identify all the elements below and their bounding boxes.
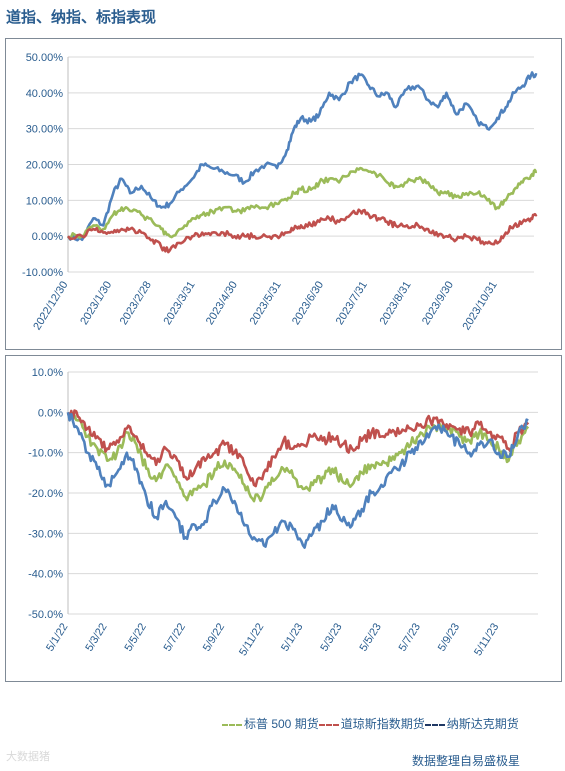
x-tick-label: 2023/3/31 bbox=[162, 279, 198, 327]
data-source-note: 数据整理自易盛极星 bbox=[412, 754, 521, 768]
series-line-dow bbox=[67, 208, 538, 254]
series-line-nasdaq bbox=[66, 412, 529, 549]
x-tick-label: 2023/8/31 bbox=[378, 279, 414, 327]
x-tick-label: 5/11/23 bbox=[472, 621, 501, 658]
legend-item-nasdaq: 纳斯达克期货 bbox=[424, 715, 519, 732]
legend-swatch-dow bbox=[318, 723, 339, 726]
x-tick-label: 2023/6/30 bbox=[290, 279, 326, 327]
x-tick-label: 5/7/23 bbox=[397, 621, 423, 653]
y-tick-label: -40.0% bbox=[28, 569, 63, 581]
x-tick-label: 5/1/22 bbox=[44, 621, 70, 653]
x-tick-label: 5/9/23 bbox=[436, 621, 462, 653]
y-tick-label: 10.00% bbox=[26, 195, 64, 207]
drawdown-chart-panel: 10.0% 0.0% -10.0% -20.0% -30.0% -40.0% -50.0% 5… bbox=[5, 355, 562, 682]
x-tick-label: 5/7/22 bbox=[162, 621, 188, 653]
y-tick-label: 50.00% bbox=[26, 52, 64, 64]
chart-legend: 标普 500 期货 道琼斯指数期货 纳斯达克期货 bbox=[222, 715, 519, 732]
x-tick-label: 2023/5/31 bbox=[248, 279, 284, 327]
x-tick-label: 5/9/22 bbox=[201, 621, 227, 653]
y-tick-label: 30.00% bbox=[26, 124, 64, 136]
y-tick-label: -10.0% bbox=[28, 448, 63, 460]
y-tick-label: 0.0% bbox=[38, 407, 63, 419]
x-tick-label: 2023/10/31 bbox=[460, 279, 499, 332]
x-tick-label: 5/5/22 bbox=[122, 621, 148, 653]
x-tick-label: 2022/12/30 bbox=[31, 279, 70, 332]
ytd-performance-chart-panel: 50.00% 40.00% 30.00% 20.00% 10.00% 0.00% -10.0… bbox=[5, 38, 562, 350]
page-title: 道指、纳指、标指表现 bbox=[6, 9, 157, 26]
x-tick-label: 5/3/23 bbox=[318, 621, 344, 653]
x-tick-label: 5/5/23 bbox=[357, 621, 383, 653]
x-tick-label: 5/3/22 bbox=[83, 621, 109, 653]
legend-swatch-nasdaq bbox=[424, 723, 445, 726]
series-line-sp500 bbox=[66, 411, 530, 503]
y-tick-label: -50.0% bbox=[28, 609, 63, 621]
legend-label-nasdaq: 纳斯达克期货 bbox=[446, 717, 519, 731]
series-line-dow bbox=[66, 409, 530, 488]
series-line-sp500 bbox=[67, 166, 538, 241]
legend-label-sp500: 标普 500 期货 bbox=[244, 717, 319, 731]
x-tick-label: 2023/1/30 bbox=[78, 279, 114, 327]
legend-item-sp500: 标普 500 期货 bbox=[222, 715, 319, 732]
legend-label-dow: 道琼斯指数期货 bbox=[340, 717, 425, 731]
x-tick-label: 2023/7/31 bbox=[334, 279, 370, 327]
y-tick-label: 0.00% bbox=[32, 231, 63, 243]
ytd-performance-chart: 50.00% 40.00% 30.00% 20.00% 10.00% 0.00% -10.0… bbox=[22, 52, 538, 332]
y-tick-label: -20.0% bbox=[28, 488, 63, 500]
watermark: 大数据猪 bbox=[6, 751, 50, 763]
y-tick-label: -10.00% bbox=[22, 267, 63, 279]
y-tick-label: -30.0% bbox=[28, 528, 63, 540]
y-tick-label: 40.00% bbox=[26, 88, 64, 100]
drawdown-chart: 10.0%0.0%-10.0%-20.0%-30.0%-40.0%-50.0%5… bbox=[28, 367, 538, 658]
x-tick-label: 5/1/23 bbox=[279, 621, 305, 653]
y-tick-label: 10.0% bbox=[32, 367, 63, 379]
x-tick-label: 2023/2/28 bbox=[118, 279, 154, 327]
x-tick-label: 2023/4/30 bbox=[204, 279, 240, 327]
legend-item-dow: 道琼斯指数期货 bbox=[318, 715, 425, 732]
x-tick-label: 2023/9/30 bbox=[420, 279, 456, 327]
y-tick-label: 20.00% bbox=[26, 160, 64, 172]
series-line-nasdaq bbox=[66, 71, 538, 242]
legend-swatch-sp500 bbox=[222, 723, 242, 726]
x-tick-label: 5/11/22 bbox=[237, 621, 266, 658]
